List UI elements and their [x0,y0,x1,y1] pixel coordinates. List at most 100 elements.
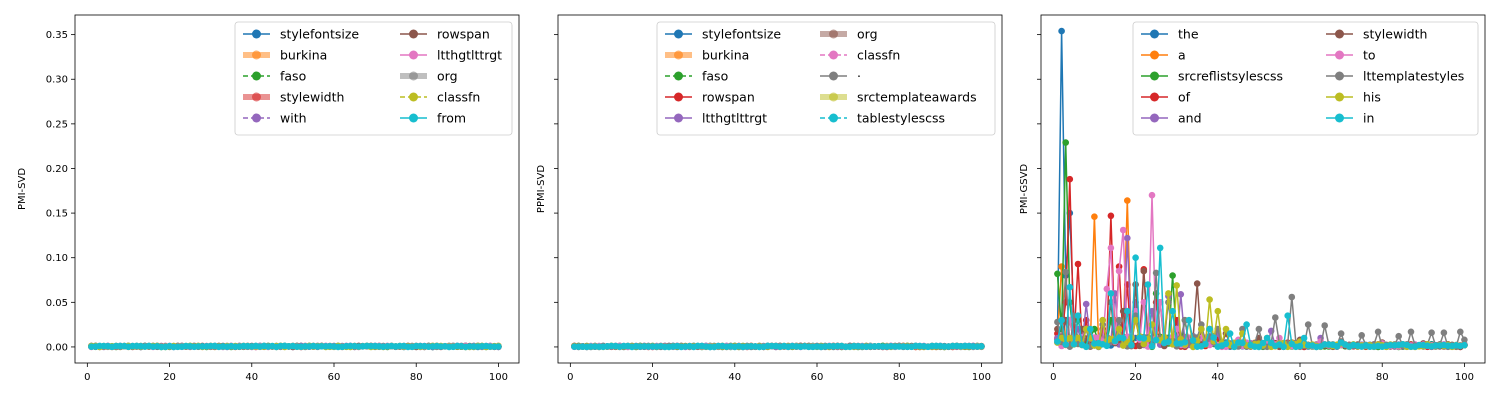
legend-label: classfn [857,48,900,63]
x-tick-label: 20 [1129,372,1142,383]
plot-area [571,342,985,351]
data-point [1214,307,1222,315]
data-point [1239,339,1246,347]
data-point [1198,325,1205,333]
data-point [1255,325,1263,333]
legend-marker [1335,71,1344,81]
data-point [1140,335,1148,342]
x-tick-label: 80 [1376,372,1389,383]
data-point [1082,300,1090,308]
data-point [1124,197,1131,204]
x-tick-label: 80 [410,372,423,383]
data-point [1185,316,1193,324]
data-point [1206,325,1213,333]
legend-item: · [820,69,861,84]
data-point [1115,267,1123,275]
data-point [1074,260,1082,268]
legend-item: ltthgtlttrgt [400,48,502,63]
legend-item: from [400,111,466,126]
data-point [1272,314,1279,321]
legend-item: a [1141,48,1186,63]
data-point [1255,343,1263,351]
data-point [1222,340,1230,348]
data-point [1140,299,1148,306]
legend-marker [674,29,683,39]
legend-marker [674,50,683,60]
data-point [1177,291,1185,298]
legend-label: faso [702,69,728,84]
axes-frame [74,14,520,364]
axes-frame [1040,14,1486,364]
legend: the a srcreflistsylescss of and stylewidth to l… [1132,21,1479,136]
data-point [1300,334,1308,342]
legend-marker [1335,50,1344,60]
y-tick-label: 0.00 [46,342,68,353]
legend-label: srctemplateawards [857,90,977,105]
data-point [1304,321,1312,328]
data-point [1288,293,1296,301]
legend-label: classfn [437,90,480,105]
x-tick-label: 60 [811,372,824,383]
data-point [1210,334,1217,341]
data-point [1222,325,1230,333]
legend-label: with [280,111,307,126]
data-point [1087,325,1094,333]
data-point [1107,212,1115,220]
legend-item: burkina [243,48,327,63]
data-point [1082,343,1090,351]
series-to [1054,191,1468,351]
x-tick-label: 20 [163,372,176,383]
legend-marker [829,71,838,81]
x-tick-label: 100 [972,372,991,383]
data-point [1148,191,1156,199]
series-line [1056,141,1465,348]
y-tick-label: 0.35 [46,30,68,41]
legend-label: stylefontsize [702,27,781,42]
x-tick-label: 80 [893,372,906,383]
data-point [1243,321,1250,328]
series-from [88,342,502,351]
data-point [1321,322,1328,329]
legend-item: org [400,69,458,84]
data-point [1128,341,1135,349]
y-tick-label: 0.15 [46,209,68,220]
legend-label: srcreflistsylescss [1178,69,1283,84]
data-point [1156,244,1164,252]
data-point [1230,343,1238,351]
data-point [1066,175,1074,183]
legend-item: stylefontsize [665,27,781,42]
data-point [1115,316,1123,324]
x-tick-label: 60 [328,372,341,383]
legend-item: stylewidth [243,90,344,105]
legend-label: of [1178,90,1191,105]
data-point [1132,316,1139,324]
data-point [1062,139,1069,146]
legend-marker [252,71,261,81]
x-tick-label: 20 [646,372,659,383]
plot-area [88,342,502,351]
data-point [1107,244,1115,252]
data-point [1066,283,1074,291]
data-point [1140,340,1148,348]
data-point [978,343,985,350]
legend-marker [252,113,261,123]
legend-item: in [1326,111,1374,126]
legend-label: · [857,69,861,84]
data-point [1066,334,1074,342]
y-tick-label: 0.10 [46,253,68,264]
legend-label: tablestylescss [857,111,945,126]
legend-item: of [1141,90,1191,105]
x-tick-label: 40 [728,372,741,383]
data-point [1428,329,1435,337]
data-point [1119,334,1127,342]
legend-marker [252,92,261,102]
data-point [1202,340,1209,348]
legend-marker [829,113,838,123]
legend-marker [674,92,683,102]
data-point [1103,285,1111,293]
x-tick-label: 40 [1211,372,1224,383]
data-point [1140,267,1148,275]
data-point [1054,338,1061,345]
legend-label: his [1363,90,1381,105]
